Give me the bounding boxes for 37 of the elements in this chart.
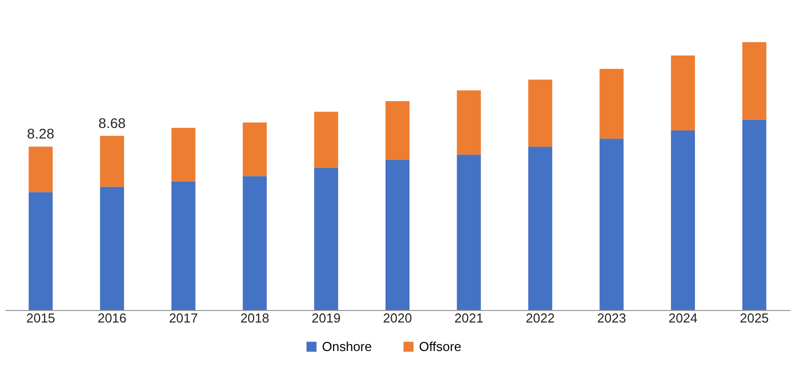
bar: [242, 122, 267, 176]
x-tick-label: 2017: [168, 310, 198, 326]
x-tick-label: 2018: [240, 310, 270, 326]
bar: [670, 56, 695, 131]
annotation: 8.68: [98, 114, 126, 131]
x-tick-label: 2020: [383, 310, 412, 326]
bar: [28, 146, 53, 192]
bar: [314, 168, 338, 310]
bar: [742, 42, 766, 120]
bar: [386, 160, 410, 310]
x-tick-label: 2015: [26, 310, 56, 326]
bar: [171, 128, 196, 182]
bar: [100, 136, 124, 187]
bar: [100, 186, 124, 310]
x-tick-label: 2022: [526, 310, 555, 326]
bar: [28, 192, 53, 310]
bar: [600, 138, 624, 310]
x-tick-label: 2019: [312, 310, 341, 326]
legend-label: Offsore: [419, 338, 462, 354]
bar: [171, 181, 196, 310]
x-tick-label: 2024: [668, 310, 698, 326]
x-tick-label: 2016: [98, 310, 127, 326]
bar: [670, 130, 695, 310]
x-tick-label: 2025: [740, 310, 769, 326]
bar: [314, 112, 338, 168]
bar: [742, 120, 766, 310]
bar: [528, 80, 552, 147]
bar: [528, 146, 552, 310]
annotation: 8.28: [27, 126, 55, 142]
bar: [242, 176, 267, 310]
bar: [600, 68, 624, 139]
bar: [456, 90, 481, 155]
x-tick-label: 2021: [454, 310, 484, 326]
legend-label: Onshore: [322, 338, 372, 354]
bar: [386, 101, 410, 160]
x-tick-label: 2023: [597, 310, 626, 326]
bar: [456, 154, 481, 310]
